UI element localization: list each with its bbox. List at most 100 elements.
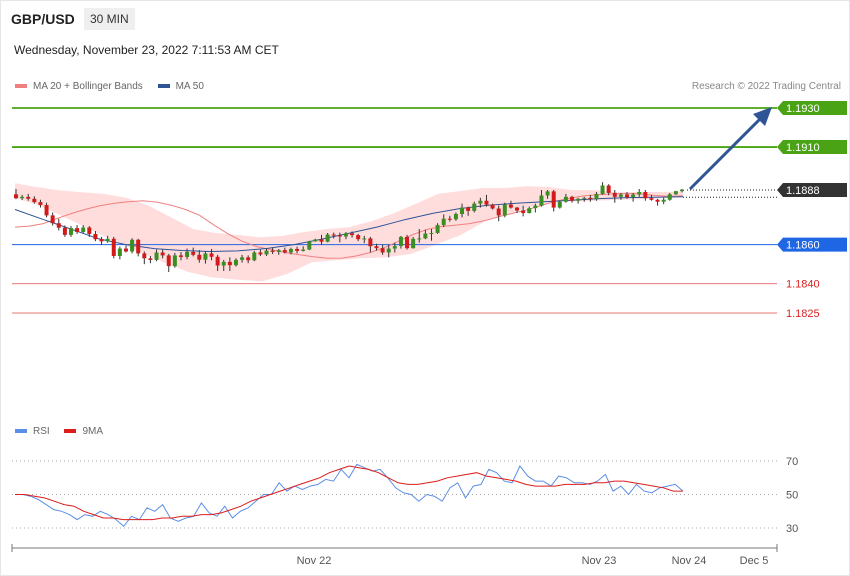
- candle-body: [166, 255, 171, 267]
- header-bar: GBP/USD 30 MIN: [1, 1, 849, 39]
- rsi-tick-30: 30: [786, 523, 798, 535]
- candle-body: [447, 218, 452, 220]
- candle-body: [576, 198, 581, 201]
- credit-text: Research © 2022 Trading Central: [691, 81, 841, 92]
- candle-body: [606, 185, 611, 193]
- candle-body: [539, 195, 544, 206]
- candle-body: [472, 203, 477, 211]
- candle-body: [276, 250, 281, 252]
- candle-body: [545, 191, 550, 196]
- candle-body: [484, 200, 489, 205]
- rsi-swatch: [15, 429, 27, 434]
- candle-body: [178, 255, 183, 257]
- x-tick-label: Nov 23: [582, 555, 617, 567]
- candle-body: [68, 228, 73, 235]
- candle-body: [441, 218, 446, 226]
- candle-body: [14, 194, 18, 199]
- price-legend: MA 20 + Bollinger Bands MA 50: [15, 81, 216, 92]
- rsi-tick-70: 70: [786, 456, 798, 468]
- candle-body: [252, 252, 257, 261]
- candle-body: [643, 191, 648, 199]
- candle-body: [301, 249, 306, 251]
- candle-body: [453, 214, 458, 220]
- candle-body: [655, 199, 660, 202]
- candle-body: [386, 248, 391, 253]
- candle-body: [392, 246, 397, 249]
- candle-body: [423, 233, 428, 239]
- candle-body: [148, 258, 153, 260]
- candle-body: [667, 194, 672, 200]
- candle-body: [258, 252, 263, 255]
- level-tag-11888: [777, 183, 847, 197]
- candle-body: [221, 261, 226, 266]
- candle-body: [191, 251, 196, 255]
- candle-body: [398, 236, 403, 247]
- candle-body: [563, 196, 568, 202]
- candle-body: [111, 238, 116, 256]
- rsi-ma-swatch: [64, 429, 77, 434]
- candle-body: [56, 223, 61, 228]
- forecast-arrow-head: [753, 107, 772, 126]
- legend-rsi-ma-label: 9MA: [82, 426, 104, 437]
- candle-body: [343, 233, 348, 237]
- candle-body: [240, 257, 245, 260]
- candle-body: [502, 204, 507, 216]
- candle-body: [521, 210, 526, 214]
- candle-body: [429, 232, 434, 234]
- level-tag-11910: [777, 140, 847, 155]
- level-label-11888: 1.1888: [786, 185, 820, 197]
- candle-body: [405, 236, 410, 249]
- candle-body: [26, 196, 31, 199]
- rsi-legend: RSI 9MA: [15, 426, 115, 437]
- level-label-11910: 1.1910: [786, 142, 820, 154]
- candle-body: [508, 204, 513, 208]
- candle-body: [117, 248, 122, 256]
- candle-body: [417, 238, 422, 240]
- candle-body: [227, 261, 232, 266]
- candle-body: [105, 238, 110, 242]
- candle-body: [496, 208, 501, 216]
- candle-body: [649, 198, 654, 200]
- candle-body: [172, 255, 177, 267]
- candle-body: [20, 196, 25, 199]
- candle-body: [466, 207, 471, 211]
- legend-rsi-label: RSI: [33, 426, 50, 437]
- level-label-11930: 1.1930: [786, 103, 820, 115]
- candle-body: [99, 239, 104, 242]
- candle-body: [582, 197, 587, 199]
- timeframe-button[interactable]: 30 MIN: [84, 8, 135, 30]
- candle-body: [81, 227, 86, 232]
- candle-body: [331, 234, 336, 236]
- candle-body: [380, 248, 385, 253]
- candle-body: [123, 248, 128, 252]
- candle-body: [557, 201, 562, 208]
- candle-body: [368, 238, 373, 247]
- ma20-swatch: [15, 84, 27, 89]
- candle-body: [50, 215, 55, 224]
- candle-body: [362, 238, 367, 240]
- forecast-arrow-line: [688, 113, 766, 191]
- candle-body: [197, 254, 202, 260]
- candle-body: [600, 185, 605, 194]
- candle-body: [136, 239, 141, 254]
- candle-body: [527, 208, 532, 214]
- candle-body: [478, 200, 483, 204]
- candle-body: [612, 192, 617, 197]
- candle-body: [374, 246, 379, 249]
- candle-body: [246, 257, 251, 261]
- candle-body: [295, 248, 300, 251]
- candle-body: [350, 233, 355, 236]
- legend-rsi: RSI: [15, 426, 50, 437]
- candle-body: [356, 235, 361, 240]
- rsi-tick-50: 50: [786, 490, 798, 502]
- legend-ma20-label: MA 20 + Bollinger Bands: [33, 81, 143, 92]
- candle-body: [533, 205, 538, 209]
- candle-body: [594, 193, 599, 200]
- x-tick-label: Nov 22: [297, 555, 332, 567]
- candle-body: [142, 253, 147, 259]
- candle-body: [264, 250, 269, 255]
- legend-ma20: MA 20 + Bollinger Bands: [15, 81, 143, 92]
- candle-body: [288, 248, 293, 253]
